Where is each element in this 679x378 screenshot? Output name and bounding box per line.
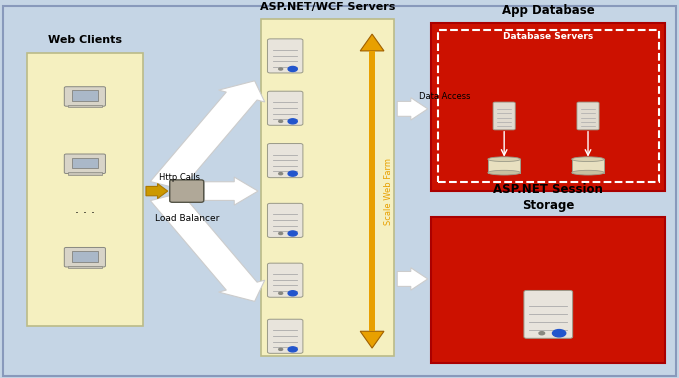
- Circle shape: [288, 119, 297, 124]
- Circle shape: [288, 291, 297, 296]
- Bar: [572, 159, 604, 173]
- Circle shape: [553, 330, 566, 337]
- FancyArrow shape: [361, 34, 384, 51]
- Circle shape: [279, 232, 282, 234]
- FancyBboxPatch shape: [65, 154, 105, 174]
- FancyBboxPatch shape: [524, 290, 572, 338]
- Circle shape: [288, 231, 297, 236]
- Bar: [438, 30, 659, 182]
- FancyArrow shape: [397, 268, 428, 290]
- Text: ASP.NET Session
Storage: ASP.NET Session Storage: [494, 183, 603, 212]
- Text: Http Calls: Http Calls: [160, 173, 200, 182]
- FancyBboxPatch shape: [268, 203, 303, 237]
- FancyBboxPatch shape: [65, 87, 105, 106]
- Ellipse shape: [572, 157, 604, 161]
- Circle shape: [288, 347, 297, 352]
- Text: App Database: App Database: [502, 4, 595, 17]
- Bar: [369, 51, 375, 331]
- Text: Scale Web Farm: Scale Web Farm: [384, 158, 393, 225]
- FancyArrow shape: [150, 193, 265, 301]
- FancyArrow shape: [397, 98, 428, 120]
- FancyBboxPatch shape: [65, 248, 105, 267]
- FancyBboxPatch shape: [268, 91, 303, 125]
- Text: · · ·: · · ·: [75, 207, 95, 220]
- Circle shape: [288, 171, 297, 176]
- Bar: [431, 23, 665, 191]
- FancyBboxPatch shape: [268, 144, 303, 178]
- Bar: [68, 266, 102, 268]
- FancyBboxPatch shape: [268, 319, 303, 353]
- Text: ASP.NET/WCF Servers: ASP.NET/WCF Servers: [260, 2, 395, 12]
- Bar: [431, 217, 665, 363]
- FancyArrow shape: [361, 331, 384, 348]
- Circle shape: [279, 120, 282, 122]
- Bar: [261, 19, 394, 356]
- Circle shape: [279, 173, 282, 175]
- FancyBboxPatch shape: [170, 180, 204, 202]
- Bar: [27, 53, 143, 326]
- Circle shape: [279, 292, 282, 294]
- Text: Database Servers: Database Servers: [503, 32, 593, 41]
- Bar: [68, 172, 102, 175]
- Ellipse shape: [488, 170, 521, 175]
- FancyBboxPatch shape: [577, 102, 599, 130]
- Text: Load Balancer: Load Balancer: [155, 214, 219, 223]
- Circle shape: [288, 67, 297, 71]
- FancyArrow shape: [146, 184, 168, 198]
- Bar: [72, 158, 98, 168]
- Circle shape: [279, 348, 282, 350]
- FancyArrow shape: [150, 81, 265, 189]
- FancyBboxPatch shape: [493, 102, 515, 130]
- Circle shape: [539, 332, 545, 335]
- Bar: [488, 159, 521, 173]
- Ellipse shape: [572, 170, 604, 175]
- Text: Web Clients: Web Clients: [48, 35, 122, 45]
- FancyArrow shape: [204, 177, 258, 205]
- FancyBboxPatch shape: [268, 263, 303, 297]
- FancyBboxPatch shape: [268, 39, 303, 73]
- Bar: [72, 251, 98, 262]
- Circle shape: [279, 68, 282, 70]
- Text: Data Access: Data Access: [419, 92, 471, 101]
- Ellipse shape: [488, 157, 521, 161]
- Bar: [68, 105, 102, 107]
- Bar: [72, 90, 98, 101]
